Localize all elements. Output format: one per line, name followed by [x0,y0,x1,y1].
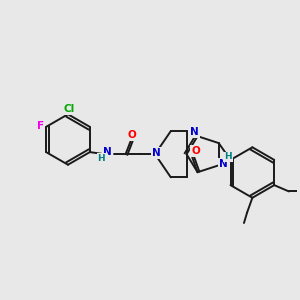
Text: N: N [103,147,112,157]
Text: O: O [128,130,136,140]
Text: N: N [152,148,161,158]
Text: F: F [37,121,44,131]
Text: H: H [224,152,232,161]
Text: N: N [218,159,227,169]
Text: N: N [190,127,199,137]
Text: Cl: Cl [63,104,75,114]
Text: H: H [98,154,105,163]
Text: O: O [191,146,200,156]
